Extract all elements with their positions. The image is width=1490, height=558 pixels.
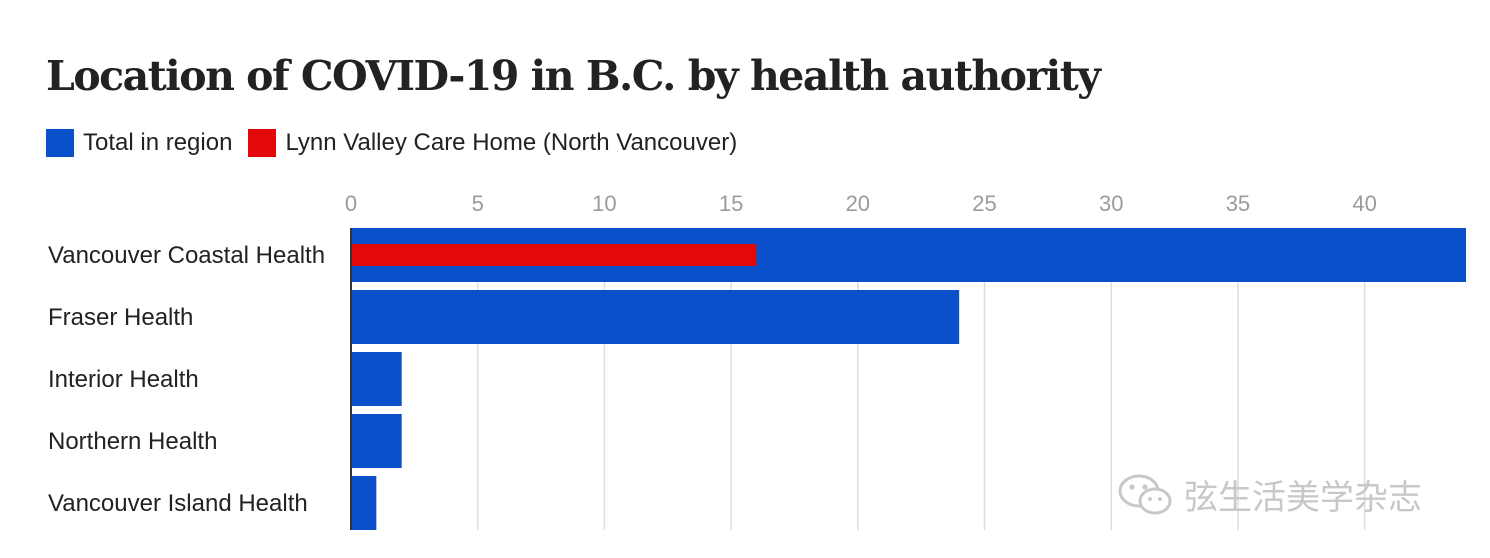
watermark-text: 弦生活美学杂志 [1184, 478, 1422, 518]
x-tick-label: 15 [719, 191, 743, 216]
legend-swatch-total [46, 129, 74, 157]
category-label: Fraser Health [48, 304, 193, 331]
category-label: Northern Health [48, 428, 217, 455]
bar-total [351, 414, 402, 468]
watermark: 弦生活美学杂志 [1116, 470, 1422, 519]
chart-legend: Total in region Lynn Valley Care Home (N… [46, 128, 753, 158]
bar-total [351, 290, 960, 344]
category-label: Vancouver Island Health [48, 490, 308, 517]
x-tick-label: 25 [972, 191, 996, 216]
x-tick-label: 35 [1226, 191, 1250, 216]
x-tick-label: 40 [1352, 191, 1376, 216]
legend-label-lynn-valley: Lynn Valley Care Home (North Vancouver) [285, 129, 738, 156]
legend-item-lynn-valley: Lynn Valley Care Home (North Vancouver) [248, 129, 737, 157]
category-label: Interior Health [48, 366, 199, 393]
legend-label-total: Total in region [83, 129, 233, 156]
legend-item-total: Total in region [46, 129, 232, 157]
x-tick-label: 20 [846, 191, 870, 216]
x-axis-ticks: 0 5 10 15 20 25 30 35 40 [345, 191, 1377, 216]
bar-lynn-valley [351, 244, 757, 266]
category-label: Vancouver Coastal Health [48, 242, 325, 269]
x-tick-label: 10 [592, 191, 616, 216]
x-tick-label: 5 [472, 191, 484, 216]
bars [351, 228, 1466, 530]
x-tick-label: 30 [1099, 191, 1123, 216]
bar-total [351, 352, 402, 406]
category-labels: Vancouver Coastal Health Fraser Health Int… [48, 242, 325, 517]
bar-total [351, 476, 377, 530]
legend-swatch-lynn-valley [248, 129, 277, 157]
chart-title: Location of COVID-19 in B.C. by health a… [46, 52, 1101, 100]
wechat-icon [1118, 474, 1172, 514]
x-tick-label: 0 [345, 191, 357, 216]
